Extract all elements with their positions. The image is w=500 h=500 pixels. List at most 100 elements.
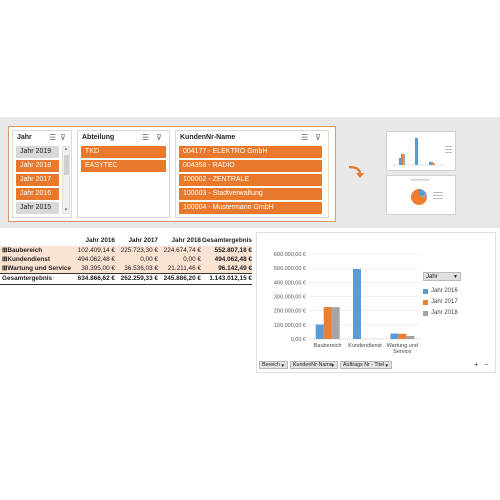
legend-item: Jahr 2018: [423, 308, 489, 319]
bar-baubereich-1: [323, 307, 332, 339]
slicer-abteilung-title: Abteilung: [82, 134, 115, 141]
y-tick-label: 0,00 €: [291, 337, 306, 343]
chart-thumbnail-bar[interactable]: [386, 131, 456, 171]
y-tick-label: 500.000,00 €: [274, 266, 306, 272]
chart-plot: 0,00 € 100.000,00 € 200.000,00 € 300.000,00…: [274, 252, 421, 355]
y-tick-label: 100.000,00 €: [274, 323, 306, 329]
bar-baubereich-2: [331, 307, 340, 339]
table-cell[interactable]: 38.395,00 €: [72, 264, 115, 273]
slicer-item-jahr-2017[interactable]: Jahr 2017: [16, 174, 59, 186]
slicer-item-easytec[interactable]: EASYTEC: [81, 160, 166, 172]
pivot-row-label: Baubereich: [7, 247, 43, 254]
pivot-row-wartung[interactable]: ⊞Wartung und Service 38.395,00 € 36.536,…: [0, 264, 252, 273]
table-cell[interactable]: 245.886,20 €: [163, 275, 201, 282]
table-cell[interactable]: 224.674,74 €: [158, 246, 201, 255]
slicer-item-jahr-2019[interactable]: Jahr 2019: [16, 146, 59, 158]
table-cell[interactable]: 494.062,48 €: [72, 255, 115, 264]
table-cell[interactable]: 0,00 €: [115, 255, 158, 264]
y-tick-label: 400.000,00 €: [274, 280, 306, 286]
dropdown-icon: ▼: [280, 363, 285, 368]
slicer-item-jahr-2015[interactable]: Jahr 2015: [16, 202, 59, 214]
slicer-jahr: Jahr ☰ ⊽ Jahr 2019 Jahr 2018 Jahr 2017 J…: [12, 130, 72, 218]
pivot-col-header[interactable]: Jahr 2017: [128, 237, 159, 244]
table-cell[interactable]: 0,00 €: [158, 255, 201, 264]
pivot-row-label: Wartung und Service: [7, 265, 72, 272]
field-button-kundennr-name[interactable]: KundenNr-Name ▼: [290, 361, 338, 369]
legend-filter-button[interactable]: Jahr ▼: [423, 272, 461, 281]
slicer-item-kunde-100004[interactable]: 100004 - Mustermann GmbH: [179, 202, 322, 214]
dropdown-icon: ▼: [453, 274, 458, 280]
multi-select-icon[interactable]: ☰: [49, 133, 57, 142]
field-button-bereich[interactable]: Bereich ▼: [259, 361, 288, 369]
pivot-col-header[interactable]: Jahr 2018: [171, 237, 202, 244]
bar-wartung-und-service-2: [406, 335, 415, 339]
dropdown-icon: ▼: [384, 363, 389, 368]
x-tick-label: Service: [393, 349, 411, 355]
scrollbar-thumb[interactable]: [64, 155, 69, 175]
expand-icon[interactable]: ⊞: [2, 265, 8, 272]
bar-wartung-und-service-0: [390, 333, 399, 339]
pivot-total-row[interactable]: Gesamtergebnis 634.866,62 € 262.259,33 €…: [0, 273, 252, 285]
expand-icon[interactable]: ⊞: [2, 256, 8, 263]
slicer-kunden-title: KundenNr-Name: [180, 134, 236, 141]
legend-swatch: [423, 289, 428, 294]
table-cell[interactable]: 494.062,48 €: [201, 255, 252, 264]
pivot-total-label: Gesamtergebnis: [2, 275, 53, 282]
slicer-item-tkd[interactable]: TKD: [81, 146, 166, 158]
chart-thumbnail-pie[interactable]: [386, 175, 456, 215]
pivot-row-baubereich[interactable]: ⊞Baubereich 102.409,14 € 225.723,30 € 22…: [0, 246, 252, 255]
multi-select-icon[interactable]: ☰: [301, 133, 309, 142]
legend-swatch: [423, 311, 428, 316]
scroll-down-icon[interactable]: ▾: [64, 207, 68, 213]
x-tick-label: Baubereich: [314, 343, 342, 349]
table-cell[interactable]: 225.723,30 €: [115, 246, 158, 255]
pivot-header-row: Jahr 2016 Jahr 2017 Jahr 2018 Gesamterge…: [0, 236, 253, 245]
x-tick-label: Wartung und: [387, 343, 418, 349]
pivot-col-header[interactable]: Gesamtergebnis: [201, 237, 252, 244]
slicer-kunden-scrollbar[interactable]: [323, 146, 331, 214]
table-cell[interactable]: 262.259,33 €: [120, 275, 158, 282]
pivot-row-kundendienst[interactable]: ⊞Kundendienst 494.062,48 € 0,00 € 0,00 €…: [0, 255, 252, 264]
slicer-kundennr-name: KundenNr-Name ☰ ⊽ 004177 - ELEKTRO GmbH …: [175, 130, 329, 218]
legend-item: Jahr 2017: [423, 297, 489, 308]
field-button-auftrags-nr[interactable]: Auftrags Nr - Titel ▼: [340, 361, 392, 369]
clear-filter-icon[interactable]: ⊽: [156, 133, 162, 142]
clear-filter-icon[interactable]: ⊽: [315, 133, 321, 142]
table-cell[interactable]: 21.211,46 €: [158, 264, 201, 273]
expand-field-icon[interactable]: +: [474, 360, 479, 369]
y-tick-label: 300.000,00 €: [274, 295, 306, 301]
bar-wartung-und-service-1: [398, 333, 407, 339]
slicer-item-kunde-004177[interactable]: 004177 - ELEKTRO GmbH: [179, 146, 322, 158]
bar-kundendienst-0: [353, 269, 361, 339]
x-tick-label: Kundendienst: [348, 343, 382, 349]
collapse-field-icon[interactable]: −: [484, 360, 489, 369]
pivot-row-label: Kundendienst: [7, 256, 50, 263]
slicer-item-kunde-004358[interactable]: 004358 - RADIO: [179, 160, 322, 172]
scroll-up-icon[interactable]: ▴: [64, 146, 68, 152]
chart-legend: Jahr ▼ Jahr 2016 Jahr 2017 Jahr 2018: [423, 272, 489, 319]
table-cell[interactable]: 634.866,62 €: [77, 275, 115, 282]
pivot-col-header[interactable]: Jahr 2016: [85, 237, 116, 244]
table-cell[interactable]: 36.536,03 €: [115, 264, 158, 273]
slicer-abteilung: Abteilung ☰ ⊽ TKD EASYTEC: [77, 130, 170, 218]
y-tick-label: 600.000,00 €: [274, 252, 306, 258]
dropdown-icon: ▼: [330, 363, 335, 368]
table-cell[interactable]: 102.409,14 €: [72, 246, 115, 255]
slicer-item-jahr-2018[interactable]: Jahr 2018: [16, 160, 59, 172]
multi-select-icon[interactable]: ☰: [142, 133, 150, 142]
table-cell[interactable]: 1.143.012,15 €: [209, 275, 252, 282]
slicer-item-jahr-2016[interactable]: Jahr 2016: [16, 188, 59, 200]
slicer-jahr-title: Jahr: [17, 134, 32, 141]
clear-filter-icon[interactable]: ⊽: [60, 133, 66, 142]
table-cell[interactable]: 96.142,49 €: [201, 264, 252, 273]
slicer-item-kunde-100003[interactable]: 100003 - Stadtverwaltung: [179, 188, 322, 200]
expand-icon[interactable]: ⊞: [2, 247, 8, 254]
slicer-item-kunde-100002[interactable]: 100002 - ZENTRALE: [179, 174, 322, 186]
y-tick-label: 200.000,00 €: [274, 309, 306, 315]
slicer-jahr-scrollbar[interactable]: ▴ ▾: [62, 146, 70, 214]
bar-baubereich-0: [315, 324, 324, 339]
pivot-chart[interactable]: [256, 232, 496, 373]
legend-swatch: [423, 300, 428, 305]
table-cell[interactable]: 552.807,18 €: [201, 246, 252, 255]
curved-arrow-icon: [346, 163, 366, 186]
